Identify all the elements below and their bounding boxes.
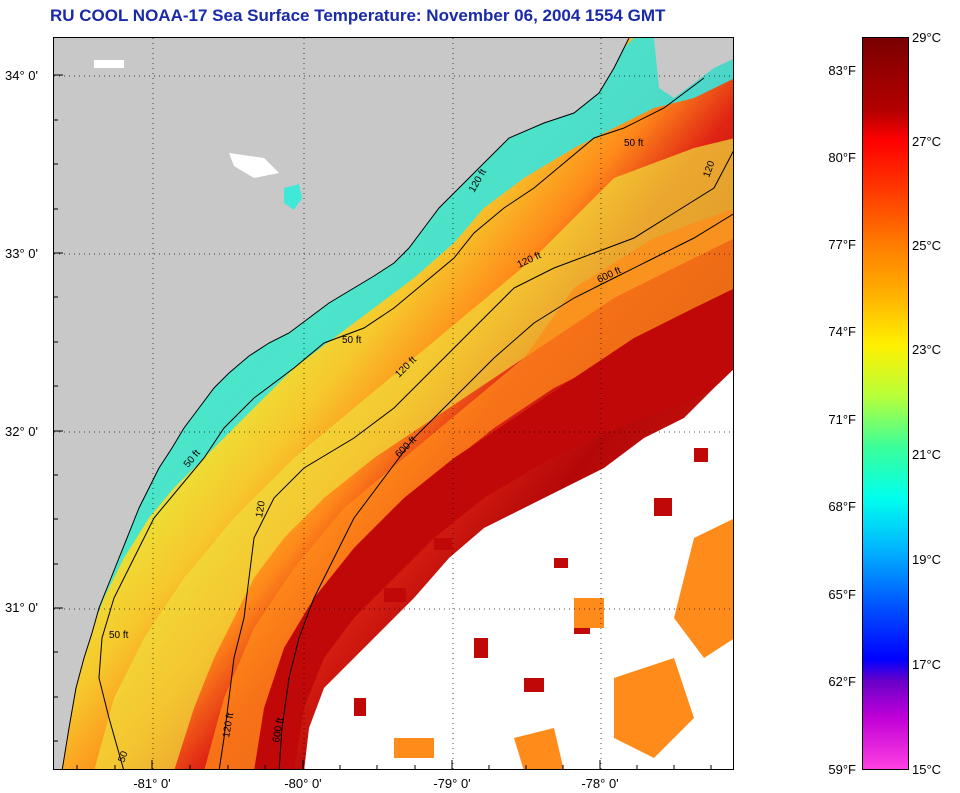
inland-lake <box>229 153 279 178</box>
isobath-label: 600 ft <box>271 717 286 744</box>
colorbar-fahrenheit-label: 80°F <box>828 150 856 165</box>
latitude-label: 33° 0' <box>5 246 38 261</box>
isobath-label: 50 ft <box>342 335 362 346</box>
colorbar-fahrenheit-label: 71°F <box>828 412 856 427</box>
latitude-label: 31° 0' <box>5 600 38 615</box>
isobath-label: 50 ft <box>109 630 129 641</box>
gulf-stream <box>254 288 733 769</box>
isobath-600ft <box>278 213 733 769</box>
colorbar-fahrenheit-label: 65°F <box>828 587 856 602</box>
colorbar-fahrenheit-label: 83°F <box>828 63 856 78</box>
isobath-120ft <box>218 150 733 769</box>
colorbar-celsius-label: 23°C <box>912 342 942 357</box>
sst-map: 50 ft 50 ft 50 ft 50 ft 50 120 ft 120 ft… <box>53 37 734 770</box>
colorbar-celsius-label: 21°C <box>912 447 942 462</box>
land-mass <box>54 38 629 769</box>
inland-lake <box>284 184 302 210</box>
colorbar-fahrenheit-label: 68°F <box>828 499 856 514</box>
temperature-colorbar <box>862 37 909 770</box>
longitude-label: -78° 0' <box>581 776 619 791</box>
coastline <box>61 38 630 769</box>
cloud-mask <box>304 369 733 769</box>
cloud-orange-patches <box>394 518 733 769</box>
isobath-label: 50 ft <box>624 138 644 149</box>
latitude-label: 32° 0' <box>5 424 38 439</box>
inland-lake <box>94 60 124 68</box>
colorbar-fahrenheit-label: 59°F <box>828 762 856 777</box>
colorbar-fahrenheit-label: 62°F <box>828 674 856 689</box>
colorbar-celsius-label: 15°C <box>912 762 942 777</box>
map-title: RU COOL NOAA-17 Sea Surface Temperature:… <box>50 6 666 25</box>
longitude-label: -79° 0' <box>433 776 471 791</box>
colorbar-fahrenheit-label: 77°F <box>828 237 856 252</box>
colorbar-celsius-label: 19°C <box>912 552 942 567</box>
longitude-label: -80° 0' <box>284 776 322 791</box>
isobath-label: 50 <box>116 749 130 764</box>
longitude-label: -81° 0' <box>133 776 171 791</box>
colorbar-celsius-label: 27°C <box>912 134 942 149</box>
latitude-label: 34° 0' <box>5 68 38 83</box>
graticule <box>54 38 733 769</box>
isobath-label: 120 <box>254 500 268 519</box>
land-cape <box>654 38 733 98</box>
colorbar-celsius-label: 29°C <box>912 30 942 45</box>
isobath-50ft <box>98 77 705 769</box>
colorbar-fahrenheit-label: 74°F <box>828 324 856 339</box>
colorbar-celsius-label: 17°C <box>912 657 942 672</box>
isobath-label: 120 ft <box>221 712 236 739</box>
colorbar-celsius-label: 25°C <box>912 238 942 253</box>
